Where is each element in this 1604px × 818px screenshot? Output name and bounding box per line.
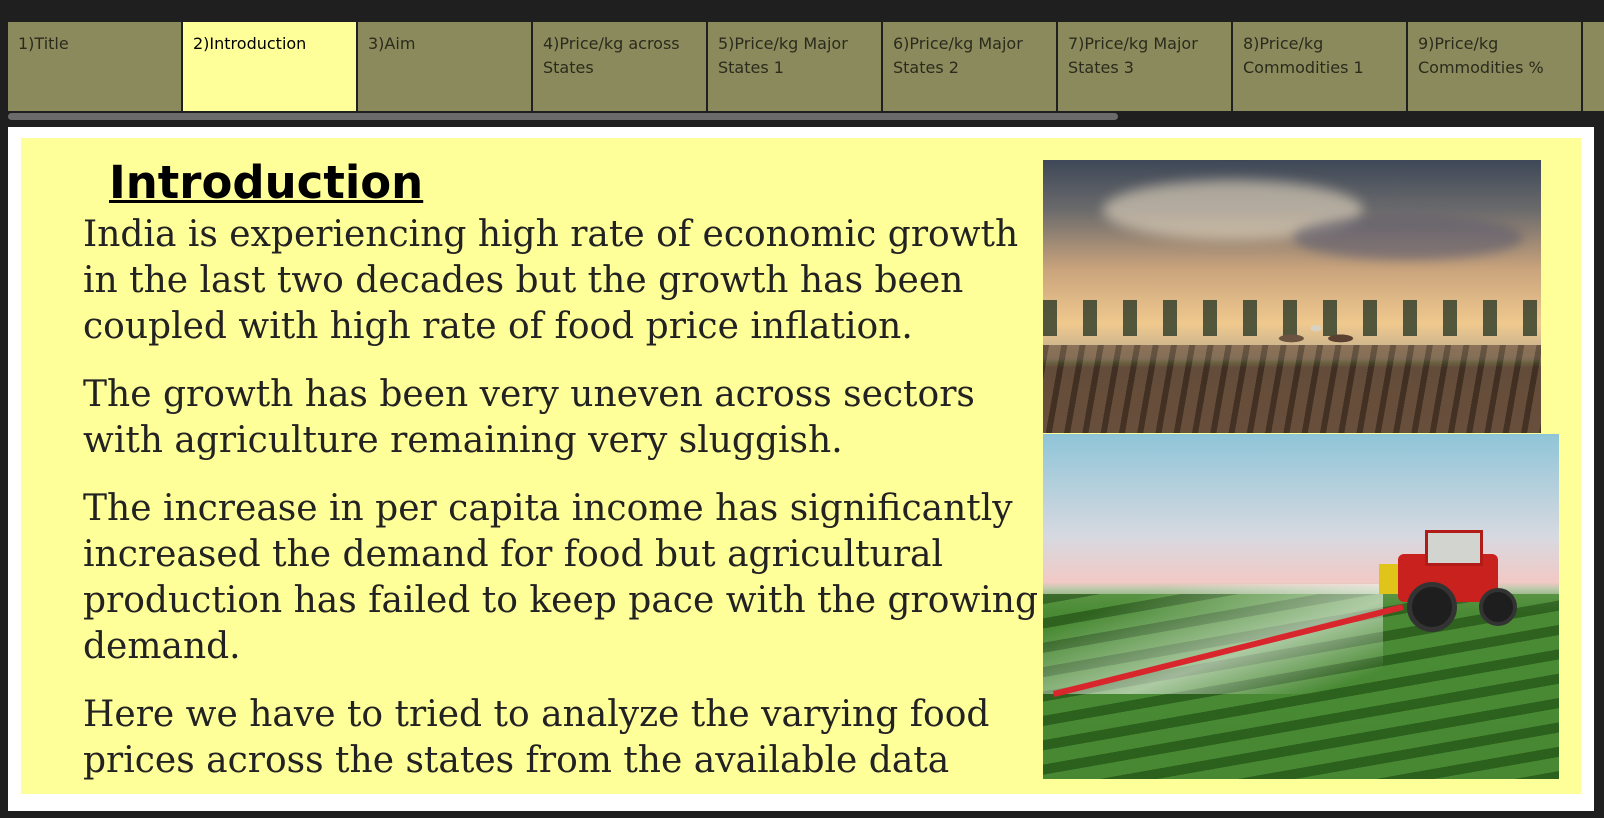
farmer-plowing-image <box>1043 160 1541 433</box>
paragraph-4: Here we have to tried to analyze the var… <box>83 694 990 781</box>
story-canvas: Introduction India is experiencing high … <box>8 127 1594 811</box>
paragraph-2: The growth has been very uneven across s… <box>83 374 975 461</box>
tab-price-across-states[interactable]: 4)Price/kg across States <box>533 22 706 111</box>
tab-price-commodities-percent[interactable]: 9)Price/kg Commodities % <box>1408 22 1581 111</box>
oxen-shape <box>1275 318 1357 352</box>
tractor-cab-shape <box>1425 530 1483 566</box>
tractor-spraying-image <box>1043 434 1559 779</box>
spray-mist-shape <box>1043 584 1383 694</box>
tab-price-major-states-1[interactable]: 5)Price/kg Major States 1 <box>708 22 881 111</box>
tab-next-partial[interactable] <box>1583 22 1604 111</box>
paragraph-1: India is experiencing high rate of econo… <box>83 214 1019 347</box>
tab-title[interactable]: 1)Title <box>8 22 181 111</box>
paragraph-3: The increase in per capita income has si… <box>83 488 1039 667</box>
tab-scrollbar-thumb[interactable] <box>8 113 1118 120</box>
story-navigator: 1)Title 2)Introduction 3)Aim 4)Price/kg … <box>8 22 1604 112</box>
tab-price-major-states-2[interactable]: 6)Price/kg Major States 2 <box>883 22 1056 111</box>
tab-price-commodities-1[interactable]: 8)Price/kg Commodities 1 <box>1233 22 1406 111</box>
cloud-shape <box>1293 215 1523 260</box>
story-panel: Introduction India is experiencing high … <box>21 138 1581 794</box>
tractor-wheel-shape <box>1479 588 1517 626</box>
tractor-wheel-shape <box>1407 582 1457 632</box>
furrows-shape <box>1043 345 1541 433</box>
page-title: Introduction <box>109 156 424 209</box>
tab-introduction[interactable]: 2)Introduction <box>183 22 356 111</box>
tab-aim[interactable]: 3)Aim <box>358 22 531 111</box>
tab-price-major-states-3[interactable]: 7)Price/kg Major States 3 <box>1058 22 1231 111</box>
intro-text: India is experiencing high rate of econo… <box>83 212 1043 806</box>
